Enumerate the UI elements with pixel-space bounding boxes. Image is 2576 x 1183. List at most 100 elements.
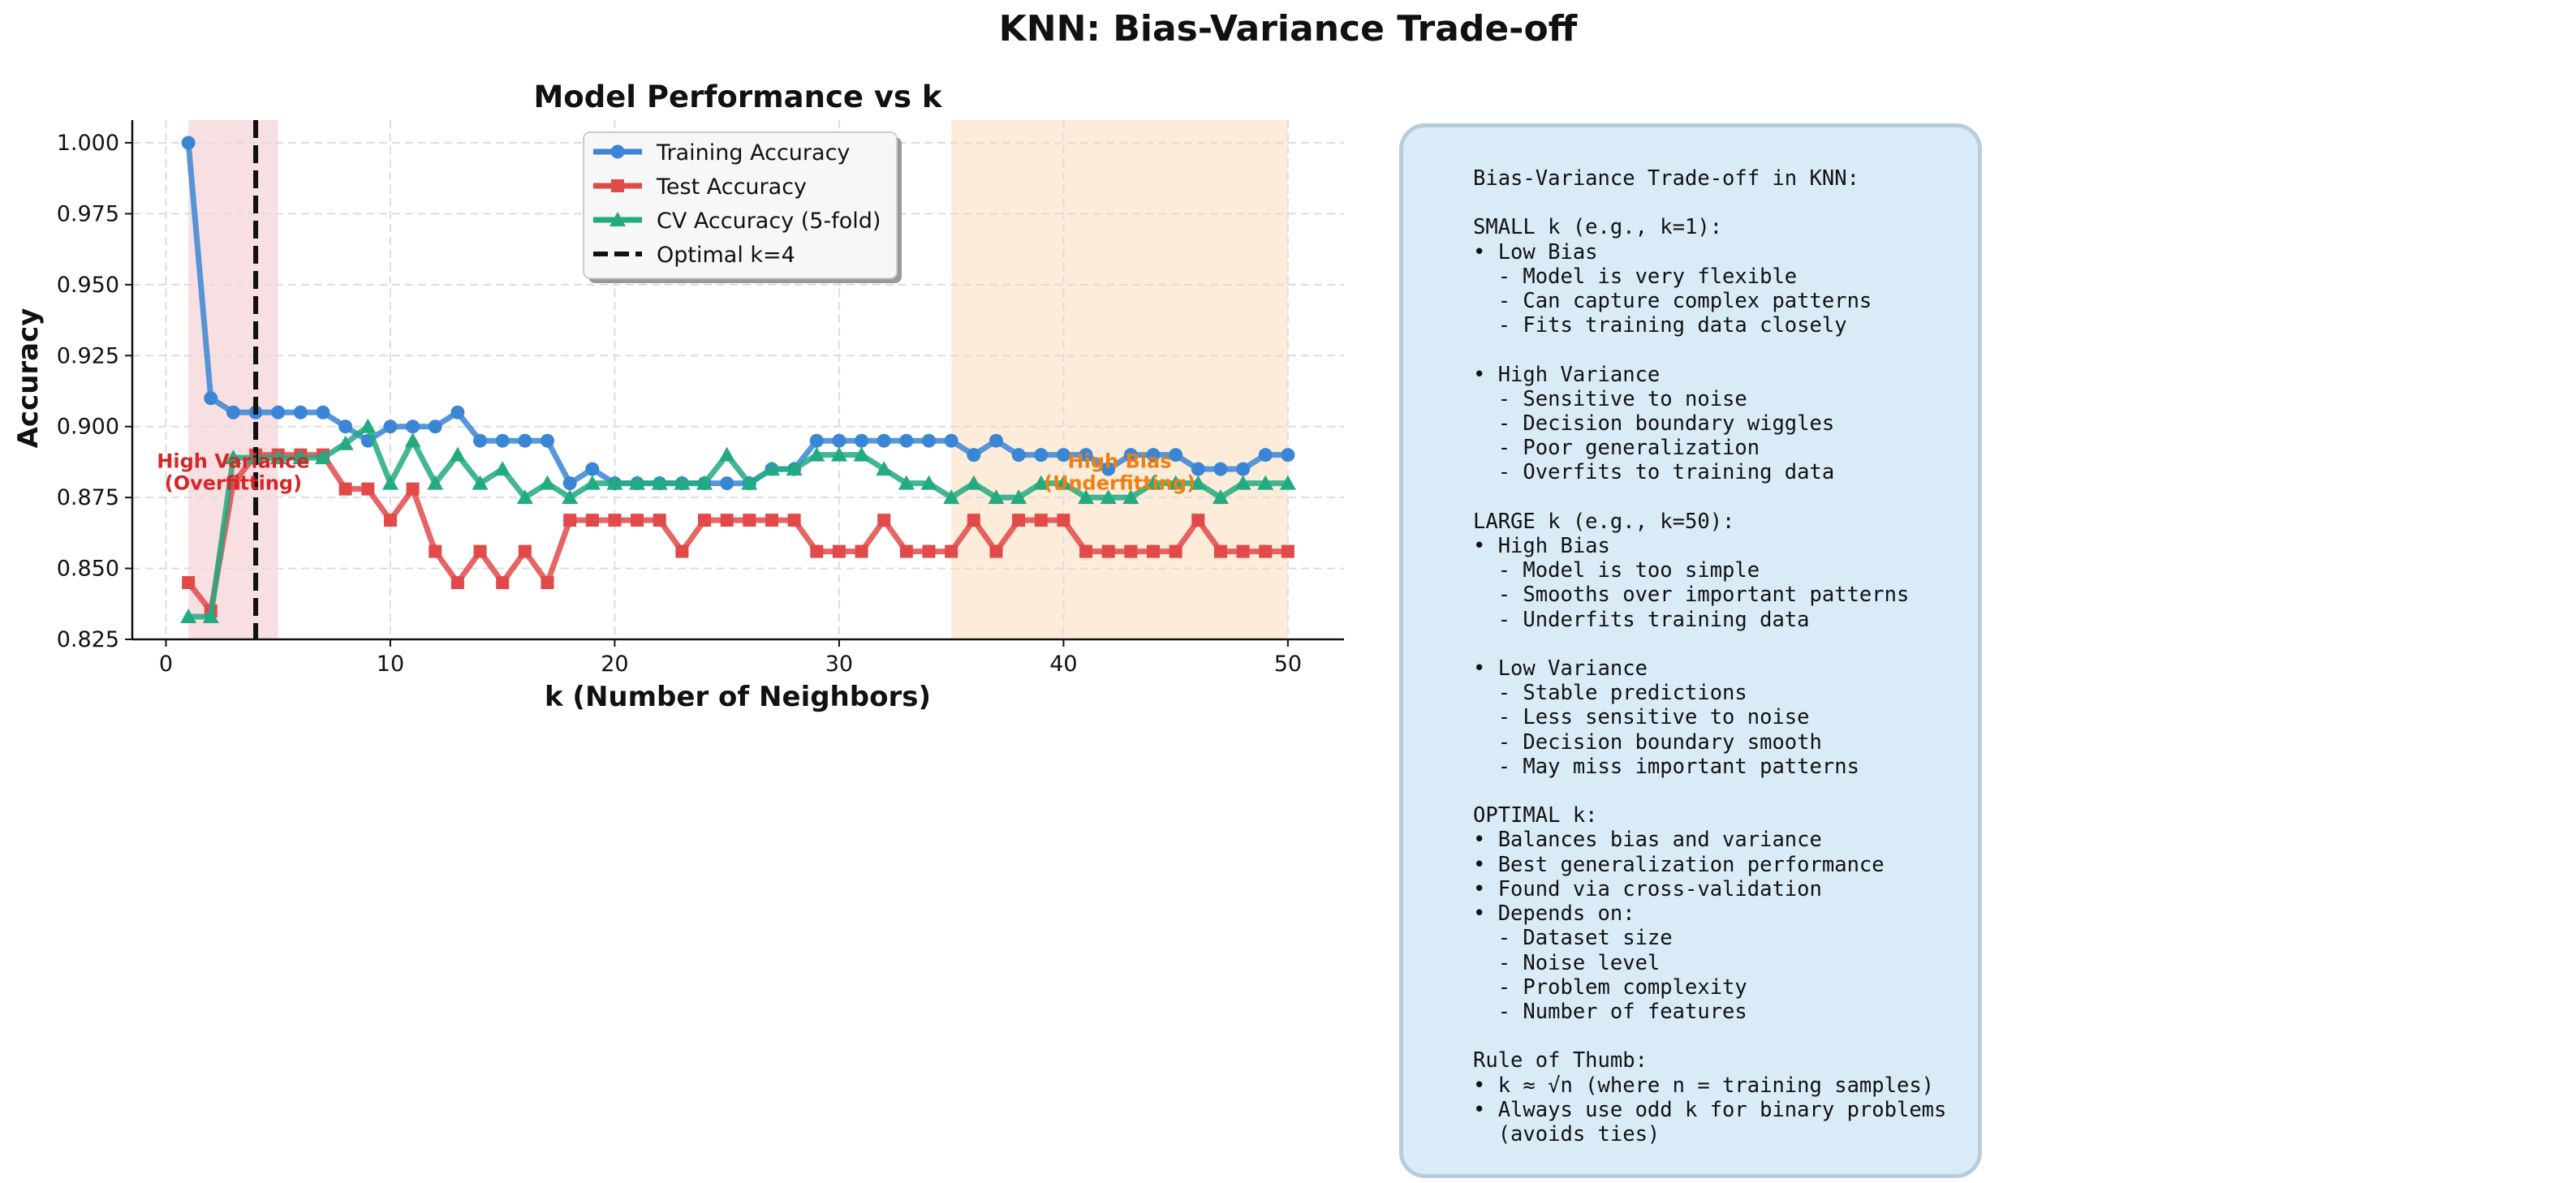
- info-line: • Best generalization performance: [1473, 852, 1885, 877]
- data-point: [967, 448, 981, 462]
- info-panel: Bias-Variance Trade-off in KNN: SMALL k …: [1399, 123, 1982, 1178]
- data-point: [541, 576, 554, 590]
- data-point: [967, 514, 980, 527]
- data-point: [1079, 448, 1093, 462]
- x-tick-label: 0: [159, 652, 173, 677]
- figure-title: KNN: Bias-Variance Trade-off: [998, 8, 1578, 49]
- data-point: [1191, 514, 1205, 527]
- y-tick-label: 0.900: [57, 415, 119, 440]
- data-point: [1056, 448, 1070, 462]
- data-point: [743, 514, 756, 527]
- y-tick-label: 0.975: [57, 201, 119, 226]
- data-point: [944, 433, 958, 448]
- data-point: [202, 609, 219, 624]
- data-point: [494, 461, 511, 476]
- data-point: [765, 514, 778, 527]
- y-tick-label: 0.950: [57, 273, 119, 298]
- data-point: [832, 544, 846, 558]
- data-point: [965, 475, 982, 490]
- data-point: [698, 514, 712, 527]
- data-point: [1101, 462, 1116, 476]
- data-point: [877, 433, 891, 448]
- info-line: - Decision boundary wiggles: [1473, 411, 1835, 437]
- data-point: [450, 405, 465, 419]
- data-point: [293, 405, 308, 419]
- x-tick-label: 20: [601, 652, 628, 677]
- data-point: [383, 419, 398, 434]
- data-point: [585, 514, 599, 527]
- info-line: - Model is very flexible: [1473, 264, 1798, 289]
- data-point: [472, 475, 489, 490]
- data-point: [539, 475, 556, 490]
- data-point: [562, 489, 579, 505]
- data-point: [786, 461, 803, 476]
- data-point: [1101, 544, 1115, 558]
- x-tick-label: 10: [377, 652, 404, 677]
- data-point: [562, 476, 577, 491]
- data-point: [1100, 489, 1117, 505]
- region-label: (Underfitting): [1044, 471, 1195, 494]
- data-point: [406, 419, 420, 434]
- data-point: [361, 482, 375, 496]
- data-point: [1146, 544, 1160, 558]
- info-line: SMALL k (e.g., k=1):: [1473, 215, 1723, 240]
- data-point: [1012, 514, 1026, 527]
- data-point: [473, 544, 487, 558]
- info-line: • k ≈ √n (where n = training samples): [1473, 1073, 1935, 1098]
- info-line: - Noise level: [1473, 950, 1661, 975]
- y-axis-label: Accuracy: [12, 308, 45, 449]
- data-point: [945, 544, 958, 558]
- data-point: [876, 461, 893, 476]
- data-point: [428, 419, 442, 434]
- region-label: (Overfitting): [165, 471, 302, 494]
- data-point: [720, 476, 734, 491]
- data-point: [1034, 448, 1049, 462]
- data-point: [855, 544, 868, 558]
- data-point: [518, 544, 532, 558]
- data-point: [1034, 514, 1048, 527]
- info-line: - Underfits training data: [1473, 607, 1810, 632]
- info-line: • Depends on:: [1473, 901, 1635, 927]
- data-point: [473, 433, 488, 448]
- info-line: - Dataset size: [1473, 926, 1673, 951]
- data-point: [989, 433, 1003, 448]
- data-point: [1032, 475, 1049, 490]
- data-point: [1167, 475, 1184, 490]
- data-point: [899, 544, 913, 558]
- data-point: [629, 475, 646, 490]
- y-tick-label: 0.850: [57, 557, 119, 582]
- data-point: [1124, 544, 1138, 558]
- x-tick-label: 40: [1049, 652, 1077, 677]
- data-point: [226, 405, 240, 419]
- data-point: [450, 576, 464, 590]
- data-point: [1011, 448, 1026, 462]
- info-line: - Problem complexity: [1473, 974, 1747, 1000]
- data-point: [1234, 475, 1251, 490]
- info-line: • Found via cross-validation: [1473, 876, 1822, 901]
- y-tick-label: 0.925: [57, 343, 119, 368]
- y-tick-label: 0.875: [57, 485, 119, 510]
- data-point: [675, 544, 689, 558]
- data-point: [225, 450, 242, 465]
- data-point: [338, 482, 352, 496]
- data-point: [584, 475, 601, 490]
- legend-marker: [610, 144, 625, 159]
- data-point: [383, 514, 397, 527]
- data-point: [922, 544, 936, 558]
- data-point: [271, 405, 286, 419]
- info-text: Bias-Variance Trade-off in KNN: SMALL k …: [1473, 166, 1946, 1146]
- data-point: [651, 475, 668, 490]
- info-line: - Number of features: [1473, 999, 1747, 1024]
- data-point: [1146, 448, 1161, 462]
- legend-box: [583, 131, 898, 279]
- data-point: [606, 475, 623, 490]
- info-line: - Fits training data closely: [1473, 313, 1847, 338]
- info-line: • Low Variance: [1473, 656, 1648, 682]
- data-point: [1236, 544, 1250, 558]
- data-point: [496, 576, 510, 590]
- data-point: [269, 450, 286, 465]
- data-point: [1279, 475, 1296, 490]
- data-point: [1212, 489, 1229, 505]
- data-point: [337, 435, 354, 450]
- info-line: • High Bias: [1473, 534, 1610, 559]
